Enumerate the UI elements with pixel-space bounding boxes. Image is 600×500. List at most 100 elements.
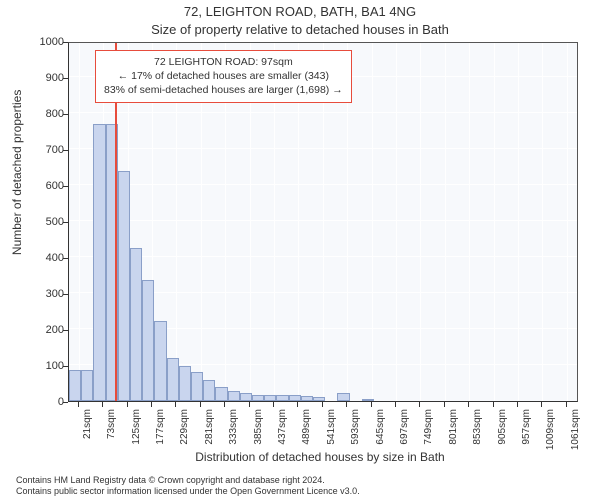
grid-line-v <box>79 43 80 401</box>
grid-line-v <box>567 43 568 401</box>
y-tick-label: 400 <box>14 252 64 264</box>
x-tick-mark <box>419 402 420 407</box>
x-tick-label: 21sqm <box>82 409 93 439</box>
x-tick-mark <box>102 402 103 407</box>
property-size-histogram: 72, LEIGHTON ROAD, BATH, BA1 4NG Size of… <box>0 0 600 500</box>
y-tick-label: 200 <box>14 324 64 336</box>
grid-line-v <box>542 43 543 401</box>
x-tick-mark <box>249 402 250 407</box>
x-tick-mark <box>273 402 274 407</box>
x-tick-mark <box>151 402 152 407</box>
grid-line-v <box>420 43 421 401</box>
y-tick-mark <box>63 366 68 367</box>
y-tick-label: 100 <box>14 360 64 372</box>
y-tick-label: 600 <box>14 180 64 192</box>
x-tick-label: 333sqm <box>228 409 239 445</box>
histogram-bar <box>301 396 313 401</box>
histogram-bar <box>142 280 154 401</box>
y-tick-label: 1000 <box>14 36 64 48</box>
x-tick-mark <box>127 402 128 407</box>
chart-subtitle: Size of property relative to detached ho… <box>0 22 600 37</box>
annotation-line-size: 72 LEIGHTON ROAD: 97sqm <box>104 55 343 69</box>
y-tick-mark <box>63 294 68 295</box>
x-tick-mark <box>395 402 396 407</box>
histogram-bar <box>154 321 166 401</box>
histogram-bar <box>228 391 240 401</box>
histogram-bar <box>130 248 142 401</box>
x-tick-mark <box>493 402 494 407</box>
histogram-bar <box>179 366 191 401</box>
x-tick-label: 177sqm <box>155 409 166 445</box>
footnote-line-2: Contains public sector information licen… <box>16 486 360 497</box>
y-tick-mark <box>63 222 68 223</box>
y-tick-label: 0 <box>14 396 64 408</box>
x-tick-mark <box>566 402 567 407</box>
grid-line-v <box>396 43 397 401</box>
histogram-bar <box>276 395 288 401</box>
annotation-line-larger: 83% of semi-detached houses are larger (… <box>104 83 343 97</box>
x-tick-mark <box>175 402 176 407</box>
x-tick-label: 385sqm <box>253 409 264 445</box>
histogram-bar <box>81 370 93 401</box>
grid-line-v <box>372 43 373 401</box>
y-tick-mark <box>63 258 68 259</box>
x-tick-label: 853sqm <box>472 409 483 445</box>
histogram-bar <box>93 124 105 401</box>
histogram-bar <box>362 399 374 401</box>
y-tick-mark <box>63 186 68 187</box>
x-tick-label: 645sqm <box>375 409 386 445</box>
grid-line-v <box>469 43 470 401</box>
x-tick-mark <box>517 402 518 407</box>
y-tick-mark <box>63 402 68 403</box>
x-tick-label: 489sqm <box>301 409 312 445</box>
x-tick-mark <box>78 402 79 407</box>
x-tick-label: 125sqm <box>131 409 142 445</box>
y-tick-label: 900 <box>14 72 64 84</box>
annotation-callout: 72 LEIGHTON ROAD: 97sqm ← 17% of detache… <box>95 50 352 103</box>
histogram-bar <box>289 395 301 401</box>
histogram-bar <box>240 393 252 401</box>
x-axis-label: Distribution of detached houses by size … <box>0 450 600 464</box>
x-tick-label: 73sqm <box>106 409 117 439</box>
histogram-bar <box>337 393 349 401</box>
x-tick-label: 593sqm <box>350 409 361 445</box>
x-tick-mark <box>322 402 323 407</box>
x-tick-mark <box>444 402 445 407</box>
x-tick-mark <box>200 402 201 407</box>
x-tick-label: 957sqm <box>521 409 532 445</box>
x-tick-label: 437sqm <box>277 409 288 445</box>
y-tick-label: 500 <box>14 216 64 228</box>
x-tick-label: 281sqm <box>204 409 215 445</box>
grid-line-v <box>445 43 446 401</box>
histogram-bar <box>191 372 203 401</box>
x-tick-label: 905sqm <box>497 409 508 445</box>
histogram-bar <box>215 387 227 401</box>
histogram-bar <box>118 171 130 401</box>
x-tick-label: 697sqm <box>399 409 410 445</box>
annotation-line-smaller: ← 17% of detached houses are smaller (34… <box>104 69 343 83</box>
chart-title-address: 72, LEIGHTON ROAD, BATH, BA1 4NG <box>0 4 600 19</box>
histogram-bar <box>264 395 276 401</box>
y-tick-mark <box>63 114 68 115</box>
footnote: Contains HM Land Registry data © Crown c… <box>16 475 360 498</box>
x-tick-label: 1061sqm <box>570 409 581 450</box>
histogram-bar <box>167 358 179 401</box>
y-tick-mark <box>63 330 68 331</box>
x-tick-mark <box>224 402 225 407</box>
y-tick-label: 300 <box>14 288 64 300</box>
grid-line-v <box>518 43 519 401</box>
x-tick-label: 801sqm <box>448 409 459 445</box>
x-tick-label: 749sqm <box>423 409 434 445</box>
y-tick-mark <box>63 150 68 151</box>
histogram-bar <box>69 370 81 401</box>
y-tick-label: 800 <box>14 108 64 120</box>
x-tick-label: 1009sqm <box>545 409 556 450</box>
y-tick-mark <box>63 42 68 43</box>
x-tick-mark <box>346 402 347 407</box>
x-tick-label: 541sqm <box>326 409 337 445</box>
x-tick-mark <box>297 402 298 407</box>
grid-line-v <box>494 43 495 401</box>
x-tick-label: 229sqm <box>179 409 190 445</box>
histogram-bar <box>252 395 264 401</box>
x-tick-mark <box>541 402 542 407</box>
